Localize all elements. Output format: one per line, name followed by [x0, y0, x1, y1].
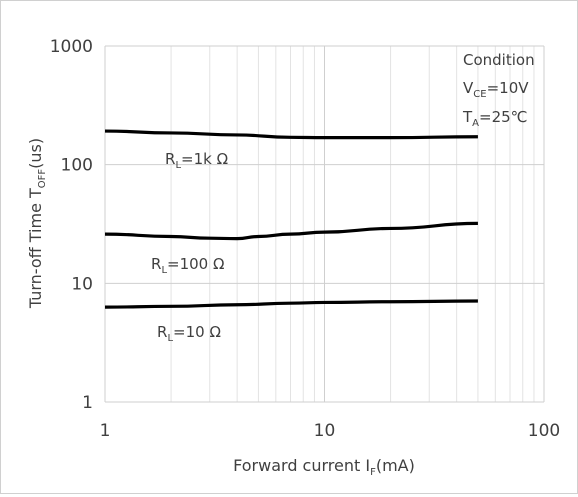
- y-tick-label: 100: [61, 156, 93, 176]
- x-axis-title-main: Forward current I: [233, 456, 370, 475]
- series-label-1k-main: R: [165, 150, 175, 168]
- series-label-100: RL=100 Ω: [151, 255, 224, 276]
- y-tick-label: 10: [71, 274, 93, 294]
- series-label-10: RL=10 Ω: [157, 323, 221, 344]
- y-axis-title: Turn-off Time TOFF(us): [26, 138, 48, 309]
- y-tick-labels: 1 10 100 1000: [50, 37, 93, 413]
- series-label-1k-tail: =1k Ω: [181, 150, 228, 168]
- condition-vce: VCE=10V: [463, 79, 529, 100]
- minor-grid: [170, 46, 535, 402]
- series-line-2: [104, 299, 478, 309]
- series-label-100-tail: =100 Ω: [167, 255, 224, 273]
- x-tick-label: 1: [100, 421, 111, 441]
- condition-title: Condition: [463, 51, 535, 69]
- y-axis-title-sub: OFF: [37, 169, 48, 189]
- condition-ta-sub: A: [472, 118, 479, 129]
- series-label-1k: RL=1k Ω: [165, 150, 228, 171]
- condition-ta-main: T: [462, 108, 473, 126]
- condition-ta-tail: =25℃: [479, 108, 528, 126]
- series-label-100-main: R: [151, 255, 161, 273]
- x-tick-label: 100: [528, 421, 560, 441]
- condition-annotation: Condition VCE=10V TA=25℃: [462, 51, 535, 129]
- y-axis-title-main: Turn-off Time T: [26, 188, 45, 309]
- condition-vce-main: V: [463, 79, 474, 97]
- series-label-10-sub: L: [167, 333, 173, 344]
- x-tick-labels: 1 10 100: [100, 421, 561, 441]
- x-axis-title-sub: F: [370, 467, 376, 478]
- series-label-100-sub: L: [161, 265, 167, 276]
- condition-vce-sub: CE: [473, 89, 486, 100]
- y-tick-label: 1000: [50, 37, 93, 57]
- series-lines: [104, 129, 478, 309]
- y-tick-label: 1: [82, 393, 93, 413]
- series-line-0: [104, 129, 478, 140]
- series-line-1: [104, 221, 478, 241]
- series-label-10-main: R: [157, 323, 167, 341]
- series-label-10-tail: =10 Ω: [173, 323, 221, 341]
- x-axis-title-tail: (mA): [376, 456, 415, 475]
- condition-ta: TA=25℃: [462, 108, 528, 129]
- y-axis-title-tail: (us): [26, 138, 45, 169]
- x-axis-title: Forward current IF(mA): [233, 456, 415, 478]
- major-grid: [104, 45, 545, 403]
- condition-vce-tail: =10V: [487, 79, 530, 97]
- x-tick-label: 10: [314, 421, 336, 441]
- series-label-1k-sub: L: [175, 160, 181, 171]
